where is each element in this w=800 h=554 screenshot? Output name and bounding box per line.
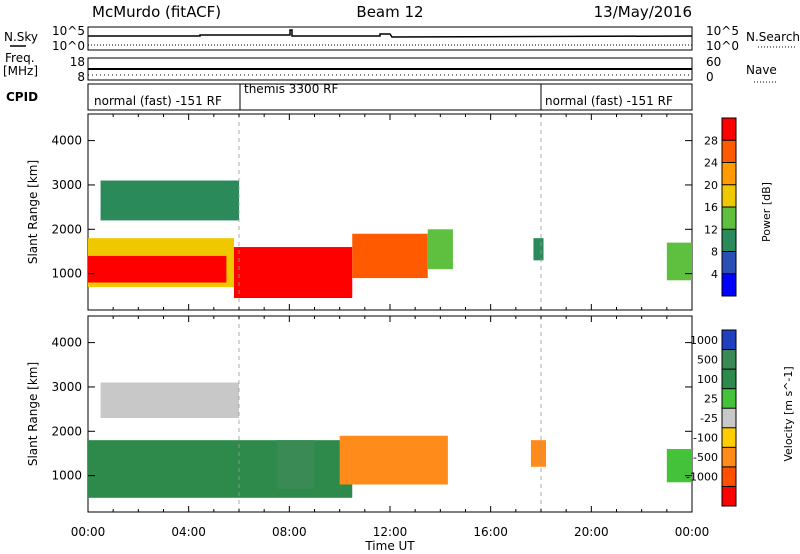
power-region-3: [233, 247, 353, 299]
power-colorbar-tick-label: 16: [704, 201, 718, 214]
velocity-colorbar: 1000 500 100 25 -25 -100 -500 -1000: [686, 329, 737, 507]
nave-label: Nave: [746, 63, 777, 77]
power-colorbar: 4 8 12 16 20 24 28: [704, 117, 737, 297]
velocity-data-marks: [87, 316, 693, 512]
velocity-colorbar-segment: [722, 466, 736, 487]
velocity-colorbar-tick-label: -500: [693, 451, 718, 464]
freq-panel: Freq. [MHz] 18 8 60 0 Nave: [3, 51, 778, 84]
x-tick-label: 04:00: [171, 525, 206, 539]
x-tick-label: 00:00: [71, 525, 106, 539]
velocity-colorbar-tick-label: -25: [700, 412, 718, 425]
velocity-region-6: [666, 449, 692, 483]
power-region-4: [352, 233, 428, 279]
power-colorbar-segment: [722, 207, 736, 230]
nsky-tick-top: 10^5: [52, 24, 85, 38]
power-colorbar-tick-label: 20: [704, 179, 718, 192]
velocity-colorbar-segment: [722, 388, 736, 409]
power-colorbar-segment: [722, 273, 736, 297]
velocity-colorbar-segment: [722, 330, 736, 350]
velocity-region-5: [530, 440, 547, 467]
velocity-colorbar-tick-label: 25: [704, 392, 718, 405]
velocity-colorbar-tick-label: 500: [697, 353, 718, 366]
power-colorbar-segment: [722, 251, 736, 275]
velocity-region-4: [100, 382, 239, 418]
velocity-y-tick-label: 1000: [51, 469, 82, 483]
power-panel: 1000 2000 3000 4000 Slant Range [km]: [26, 113, 693, 311]
power-y-axis-label: Slant Range [km]: [26, 160, 40, 264]
power-data-marks: [87, 114, 693, 310]
velocity-colorbar-segment: [722, 349, 736, 370]
velocity-y-ticks: 1000 2000 3000 4000: [51, 336, 692, 483]
power-y-ticks: 1000 2000 3000 4000: [51, 134, 692, 281]
power-y-tick-label: 4000: [51, 134, 82, 148]
velocity-panel: 1000 2000 3000 4000 Slant Range [km]: [26, 315, 693, 513]
velocity-colorbar-label: Velocity [m s^-1]: [782, 366, 795, 461]
velocity-colorbar-tick-label: 100: [697, 373, 718, 386]
velocity-colorbar-segment: [722, 369, 736, 389]
power-region-5: [427, 229, 453, 270]
power-colorbar-segment: [722, 162, 736, 186]
x-tick-label: 16:00: [473, 525, 508, 539]
nsky-panel: N.Sky 10^5 10^0 10^5 10^0 N.Search: [4, 24, 800, 53]
freq-tick-bottom: 8: [77, 70, 85, 84]
velocity-y-tick-label: 3000: [51, 380, 82, 394]
power-colorbar-tick-label: 28: [704, 134, 718, 147]
x-axis-ticks: 00:00 04:00 08:00 12:00 16:00 20:00 00:00: [71, 525, 710, 539]
velocity-region-3: [339, 435, 448, 485]
nsearch-tick-bottom: 10^0: [706, 39, 739, 53]
freq-tick-top: 18: [70, 55, 85, 69]
x-tick-label: 00:00: [675, 525, 710, 539]
x-tick-label: 12:00: [373, 525, 408, 539]
velocity-region-2: [276, 440, 315, 489]
velocity-y-tick-label: 2000: [51, 424, 82, 438]
power-region-8: [533, 238, 544, 261]
power-region-6: [666, 242, 692, 281]
velocity-y-tick-label: 4000: [51, 336, 82, 350]
nsearch-label: N.Search: [746, 30, 800, 44]
power-region-7: [100, 180, 239, 221]
cpid-panel: CPID normal (fast) -151 RF themis 3300 R…: [6, 82, 693, 111]
beam-title: Beam 12: [356, 3, 423, 21]
velocity-colorbar-tick-label: -100: [693, 432, 718, 445]
velocity-colorbar-segment: [722, 486, 736, 507]
velocity-colorbar-segment: [722, 408, 736, 429]
velocity-colorbar-frame: [721, 329, 737, 507]
station-title: McMurdo (fitACF): [92, 3, 221, 21]
velocity-colorbar-tick-label: 1000: [690, 334, 718, 347]
nsky-tick-bottom: 10^0: [52, 39, 85, 53]
cpid-label: CPID: [6, 90, 38, 104]
power-colorbar-segment: [722, 140, 736, 163]
velocity-colorbar-segment: [722, 427, 736, 448]
power-colorbar-tick-label: 8: [711, 246, 718, 259]
velocity-colorbar-segment: [722, 447, 736, 468]
power-colorbar-segment: [722, 229, 736, 252]
cpid-segment-2: themis 3300 RF: [244, 82, 338, 96]
x-tick-label: 08:00: [272, 525, 307, 539]
freq-label: Freq.: [5, 51, 35, 65]
freq-unit: [MHz]: [3, 64, 38, 78]
cpid-segment-1: normal (fast) -151 RF: [94, 94, 222, 108]
power-colorbar-tick-label: 4: [711, 268, 718, 281]
velocity-y-axis-label: Slant Range [km]: [26, 362, 40, 466]
power-y-tick-label: 3000: [51, 178, 82, 192]
nsearch-tick-top: 10^5: [706, 24, 739, 38]
nave-tick-top: 60: [706, 55, 721, 69]
date-title: 13/May/2016: [594, 3, 692, 21]
power-colorbar-label: Power [dB]: [760, 182, 773, 242]
nave-tick-bottom: 0: [706, 70, 714, 84]
power-y-tick-label: 1000: [51, 267, 82, 281]
power-colorbar-tick-label: 24: [704, 157, 718, 170]
power-region-2: [88, 255, 227, 283]
x-tick-label: 20:00: [574, 525, 609, 539]
power-colorbar-tick-label: 12: [704, 223, 718, 236]
nsky-label: N.Sky: [4, 30, 38, 44]
power-y-tick-label: 2000: [51, 222, 82, 236]
velocity-colorbar-tick-label: -1000: [686, 471, 718, 484]
x-axis-label: Time UT: [364, 539, 415, 553]
cpid-segment-3: normal (fast) -151 RF: [545, 94, 673, 108]
power-colorbar-segment: [722, 118, 736, 141]
power-colorbar-segment: [722, 184, 736, 208]
